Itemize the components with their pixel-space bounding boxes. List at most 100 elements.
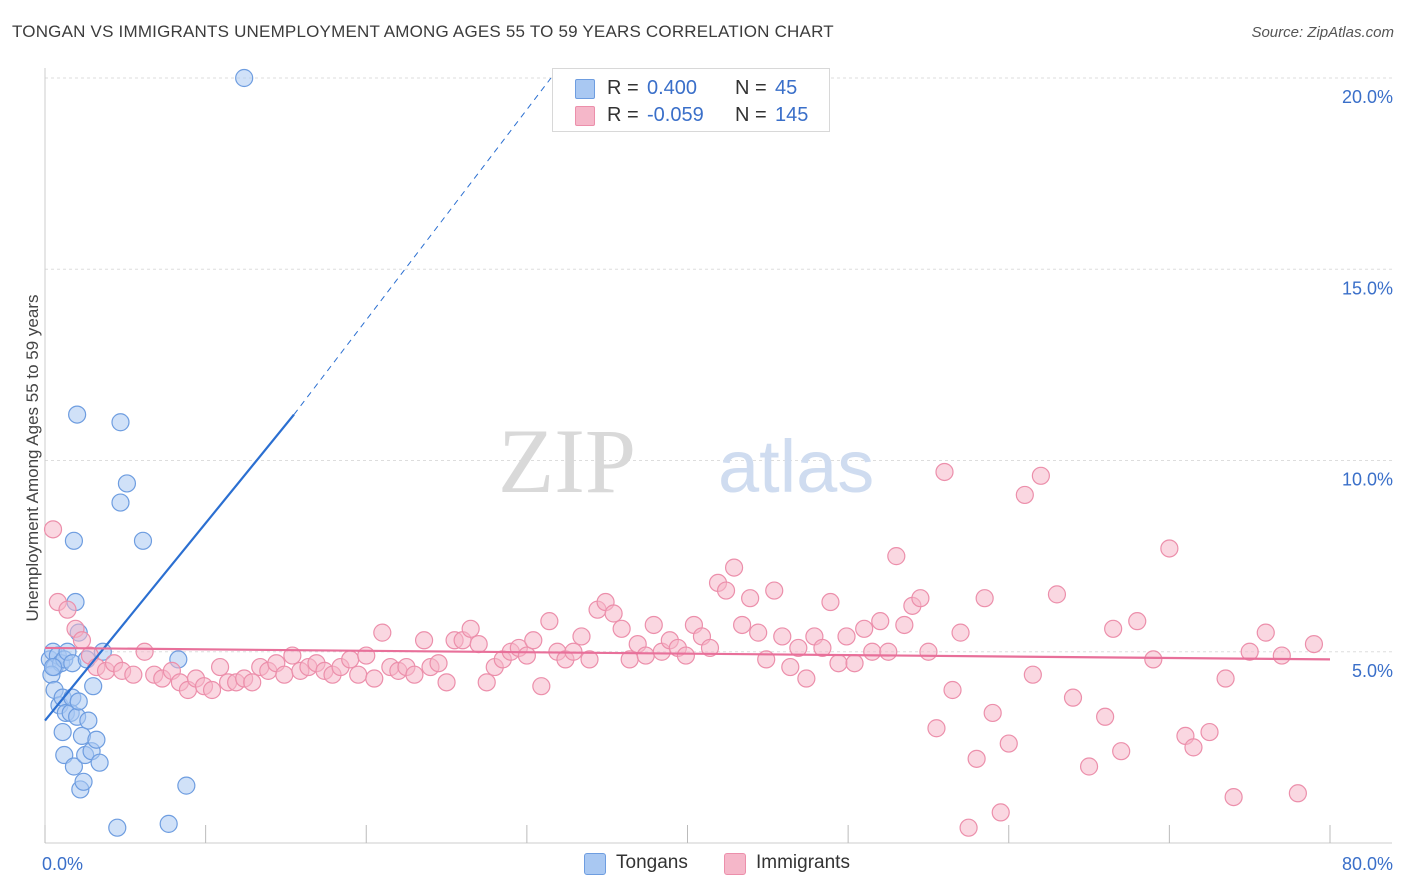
data-point xyxy=(895,615,914,635)
data-point xyxy=(700,638,720,658)
data-point xyxy=(84,677,103,696)
data-point xyxy=(177,776,196,795)
data-point xyxy=(437,673,456,692)
legend-n-value: 45 xyxy=(775,77,798,99)
data-point xyxy=(789,638,808,658)
data-point xyxy=(716,581,736,600)
legend-r-value: -0.059 xyxy=(647,104,704,126)
data-point xyxy=(202,680,222,700)
data-point xyxy=(283,646,302,665)
data-point xyxy=(821,592,840,612)
trendline-tongans xyxy=(44,413,295,722)
source-label: Source: ZipAtlas.com xyxy=(1251,24,1394,41)
grid-layer xyxy=(45,77,1392,653)
data-point xyxy=(111,413,130,432)
data-point xyxy=(879,642,898,661)
legend-n-label: N = xyxy=(735,104,767,126)
data-point xyxy=(108,818,127,837)
legend-swatch-tongans xyxy=(575,79,595,99)
y-tick-label: 20.0% xyxy=(1342,87,1393,107)
data-point xyxy=(79,711,98,730)
data-point xyxy=(911,589,930,608)
data-point xyxy=(1023,665,1042,684)
data-point xyxy=(765,581,784,600)
data-point xyxy=(517,646,536,665)
legend-swatch-immigrants xyxy=(575,106,595,126)
data-point xyxy=(871,612,890,631)
legend-n-label: N = xyxy=(735,77,767,99)
data-point xyxy=(461,619,480,638)
data-point xyxy=(1144,650,1163,669)
data-point xyxy=(572,627,591,646)
data-point xyxy=(117,474,137,493)
data-point xyxy=(1104,619,1123,638)
data-point xyxy=(580,650,599,669)
data-point xyxy=(749,623,768,642)
data-point xyxy=(69,692,88,711)
data-point xyxy=(1224,787,1243,807)
labels-layer: 5.0% 10.0% 15.0% 20.0% 0.0% 80.0% Unemployment… xyxy=(23,87,1393,874)
trend-layer xyxy=(44,77,1331,722)
bottom-legend-label-immigrants: Immigrants xyxy=(756,852,850,873)
data-point xyxy=(1272,646,1291,665)
data-point xyxy=(235,68,254,88)
data-point xyxy=(53,722,72,742)
data-point xyxy=(741,589,760,608)
data-point xyxy=(1015,485,1034,505)
data-point xyxy=(1304,634,1324,654)
y-tick-label: 5.0% xyxy=(1352,661,1393,681)
data-point xyxy=(999,734,1018,753)
data-point xyxy=(927,719,946,738)
data-point xyxy=(797,669,816,688)
data-point xyxy=(72,631,92,650)
data-point xyxy=(43,657,63,677)
data-point xyxy=(90,753,109,772)
legend-r-value: 0.400 xyxy=(647,77,698,99)
data-point xyxy=(124,665,143,684)
trendline-immigrants xyxy=(44,646,1331,661)
data-point xyxy=(275,665,294,684)
bottom-legend-swatch-immigrants xyxy=(724,853,746,875)
watermark-zip: ZIP xyxy=(498,410,636,512)
legend-n-value: 145 xyxy=(775,104,809,126)
data-point xyxy=(532,677,551,696)
data-point xyxy=(1063,688,1083,707)
x-tick-label: 0.0% xyxy=(42,854,83,874)
data-point xyxy=(951,623,970,642)
data-point xyxy=(837,627,856,646)
data-point xyxy=(1112,742,1131,761)
legend-r-label: R = xyxy=(607,104,639,126)
data-point xyxy=(676,646,695,665)
data-point xyxy=(405,665,424,684)
data-point xyxy=(243,673,262,692)
data-point xyxy=(414,631,434,650)
data-point xyxy=(429,654,448,673)
data-point xyxy=(1128,612,1147,631)
data-point xyxy=(68,405,87,424)
y-tick-label: 15.0% xyxy=(1342,278,1393,298)
data-point xyxy=(1216,669,1235,688)
data-point xyxy=(1200,722,1219,742)
data-point xyxy=(74,772,93,791)
chart-title: TONGAN VS IMMIGRANTS UNEMPLOYMENT AMONG … xyxy=(12,22,834,41)
data-point xyxy=(349,665,368,684)
data-point xyxy=(773,627,792,646)
data-point xyxy=(1256,623,1275,642)
watermark-atlas: atlas xyxy=(718,425,874,508)
data-point xyxy=(845,654,864,673)
data-point xyxy=(540,612,559,631)
data-point xyxy=(724,558,744,577)
data-point xyxy=(469,634,488,654)
data-point xyxy=(64,757,84,776)
data-point xyxy=(636,646,655,665)
data-point xyxy=(1288,784,1307,803)
y-tick-label: 10.0% xyxy=(1342,470,1393,490)
data-point xyxy=(58,600,77,619)
data-point xyxy=(1184,738,1203,757)
data-point xyxy=(1079,757,1099,776)
x-tick-label: 80.0% xyxy=(1342,854,1393,874)
data-point xyxy=(1240,642,1259,661)
data-point xyxy=(159,814,178,833)
axes-layer xyxy=(44,68,1392,844)
